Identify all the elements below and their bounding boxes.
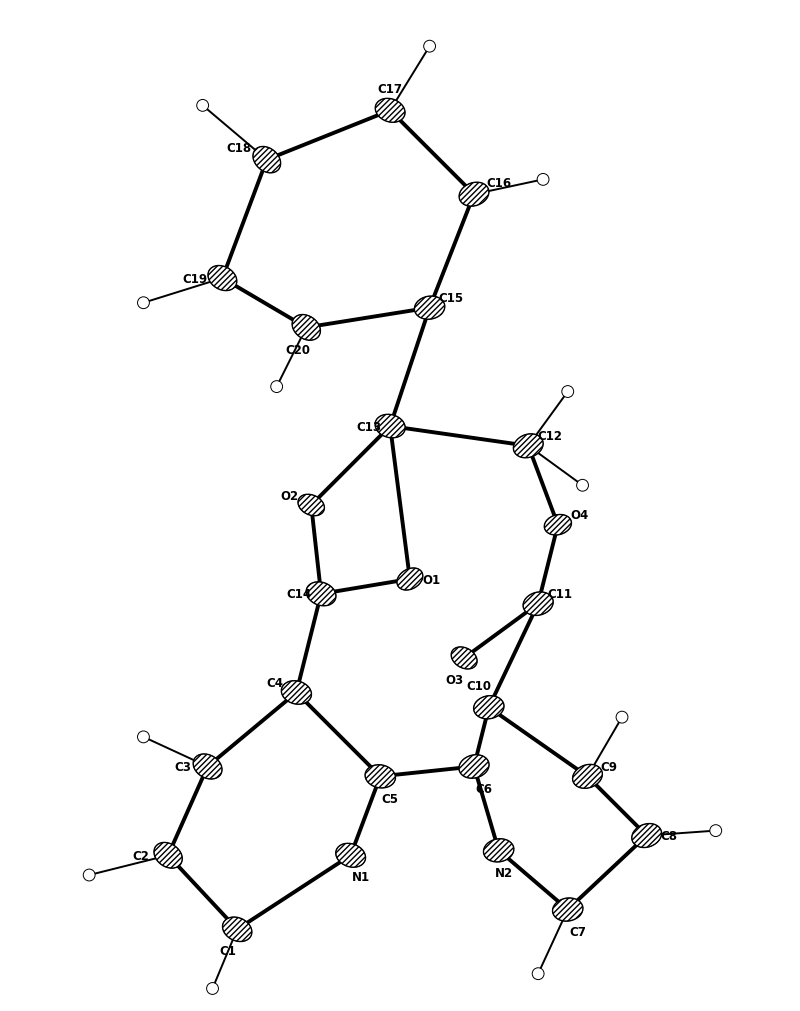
Ellipse shape [253, 148, 281, 174]
Ellipse shape [414, 297, 445, 319]
Circle shape [616, 712, 628, 723]
Ellipse shape [459, 755, 489, 778]
Text: O1: O1 [422, 573, 441, 586]
Circle shape [577, 480, 589, 491]
Ellipse shape [397, 568, 423, 590]
Text: O3: O3 [446, 673, 463, 686]
Circle shape [562, 386, 574, 398]
Ellipse shape [154, 842, 182, 868]
Circle shape [424, 41, 435, 53]
Circle shape [710, 825, 722, 837]
Text: C15: C15 [438, 292, 464, 305]
Ellipse shape [483, 839, 514, 862]
Ellipse shape [306, 582, 336, 607]
Ellipse shape [375, 99, 405, 123]
Text: C20: C20 [286, 344, 311, 356]
Ellipse shape [451, 647, 477, 669]
Ellipse shape [632, 824, 662, 847]
Ellipse shape [553, 898, 583, 921]
Text: C19: C19 [182, 272, 207, 285]
Ellipse shape [292, 315, 321, 341]
Text: C8: C8 [660, 829, 677, 842]
Circle shape [270, 381, 282, 393]
Text: C17: C17 [378, 83, 402, 96]
Text: C11: C11 [547, 587, 572, 601]
Ellipse shape [222, 917, 252, 941]
Ellipse shape [282, 681, 311, 705]
Ellipse shape [375, 415, 406, 439]
Circle shape [138, 297, 150, 309]
Text: C3: C3 [174, 760, 191, 773]
Text: O4: O4 [570, 509, 589, 522]
Text: C10: C10 [466, 679, 491, 693]
Text: C7: C7 [569, 925, 586, 938]
Circle shape [138, 731, 150, 743]
Ellipse shape [523, 592, 554, 616]
Text: C5: C5 [382, 792, 398, 805]
Ellipse shape [474, 696, 504, 719]
Ellipse shape [193, 754, 222, 779]
Text: C9: C9 [601, 760, 618, 773]
Ellipse shape [298, 494, 325, 517]
Text: C6: C6 [475, 782, 492, 795]
Circle shape [532, 968, 544, 980]
Ellipse shape [208, 266, 237, 291]
Text: O2: O2 [281, 489, 298, 502]
Ellipse shape [573, 764, 602, 789]
Circle shape [83, 869, 95, 881]
Ellipse shape [544, 515, 571, 536]
Text: C16: C16 [486, 177, 511, 190]
Ellipse shape [459, 183, 489, 207]
Text: C2: C2 [132, 849, 149, 862]
Circle shape [206, 983, 218, 995]
Circle shape [197, 100, 209, 112]
Text: C14: C14 [286, 587, 312, 601]
Text: N1: N1 [351, 870, 370, 884]
Ellipse shape [365, 765, 395, 789]
Text: C18: C18 [226, 143, 252, 155]
Text: C4: C4 [266, 676, 283, 690]
Circle shape [537, 174, 549, 186]
Text: C13: C13 [356, 421, 381, 433]
Text: N2: N2 [494, 865, 513, 879]
Text: C1: C1 [219, 944, 236, 957]
Text: C12: C12 [538, 430, 562, 443]
Ellipse shape [514, 435, 543, 458]
Ellipse shape [336, 843, 366, 867]
